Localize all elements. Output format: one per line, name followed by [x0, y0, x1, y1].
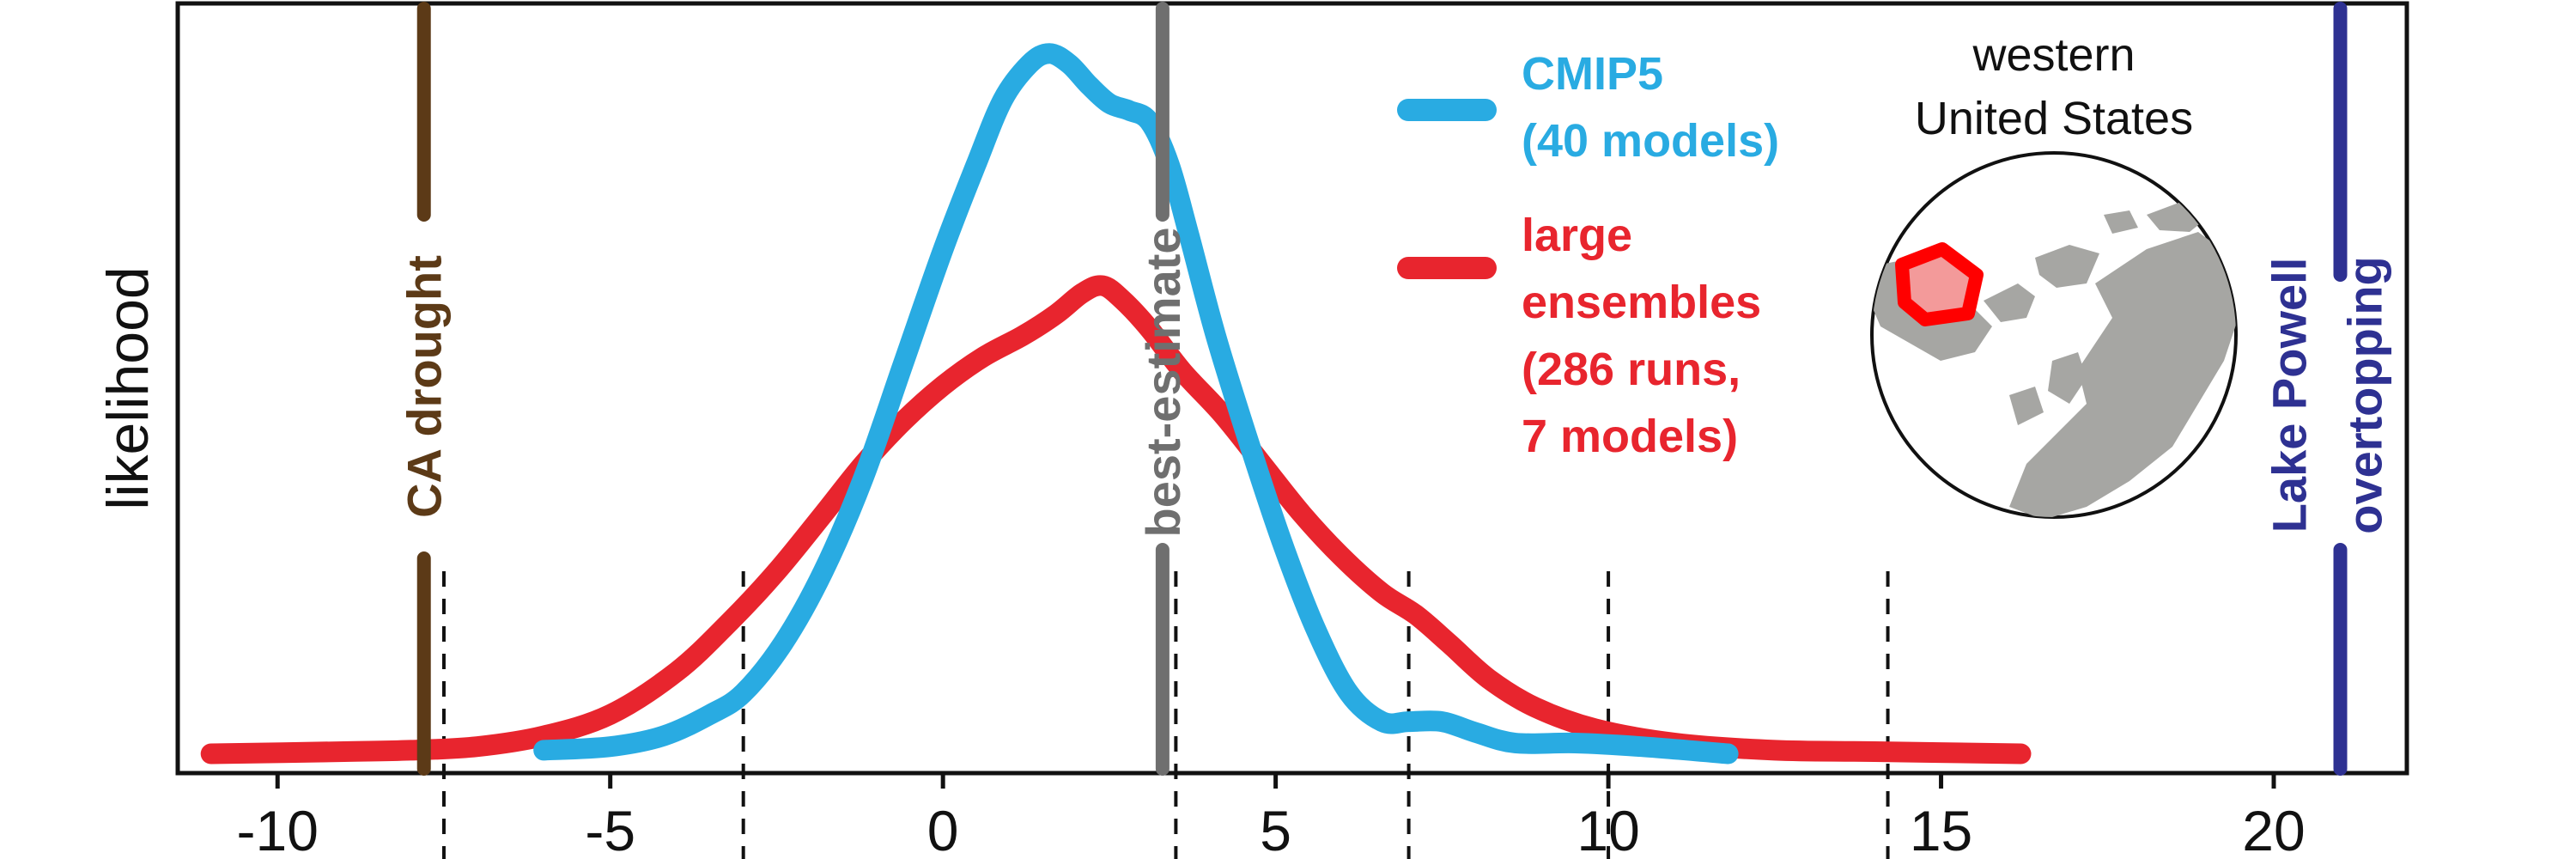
marker-label-best-estimate: best-estimate	[1136, 227, 1190, 537]
inset-map-label: western United States	[1915, 29, 2193, 144]
x-tick-label: -5	[585, 799, 635, 859]
plot-frame	[175, 1, 2409, 776]
legend-label-large-ensembles: large ensembles (286 runs, 7 models)	[1522, 210, 1761, 462]
x-tick-label: 20	[2242, 799, 2305, 859]
x-tick-label: 15	[1910, 799, 1972, 859]
marker-label-ca-drought: CA drought	[398, 255, 452, 518]
legend-label-cmip5: CMIP5 (40 models)	[1522, 48, 1779, 167]
marker-label-lake-powell: Lake Powell overtopping	[2263, 256, 2392, 534]
marker-lines	[416, 2, 2348, 776]
x-axis: -10 -5 0 5 10 15 20	[237, 773, 2306, 859]
western-us-region	[1895, 242, 1984, 326]
series-line-cmip5	[533, 43, 1739, 765]
series-layer	[200, 43, 2032, 765]
legend: CMIP5 (40 models) large ensembles (286 runs,…	[1397, 48, 1779, 462]
series-line-large-ensembles	[200, 275, 2032, 765]
y-axis-label: likelihood	[95, 266, 161, 510]
x-tick-label: 10	[1577, 799, 1639, 859]
landmass	[1872, 202, 2236, 517]
inset-map: western United States	[1870, 29, 2238, 519]
x-tick-label: -10	[237, 799, 319, 859]
x-tick-label: 5	[1260, 799, 1291, 859]
x-tick-label: 0	[927, 799, 959, 859]
